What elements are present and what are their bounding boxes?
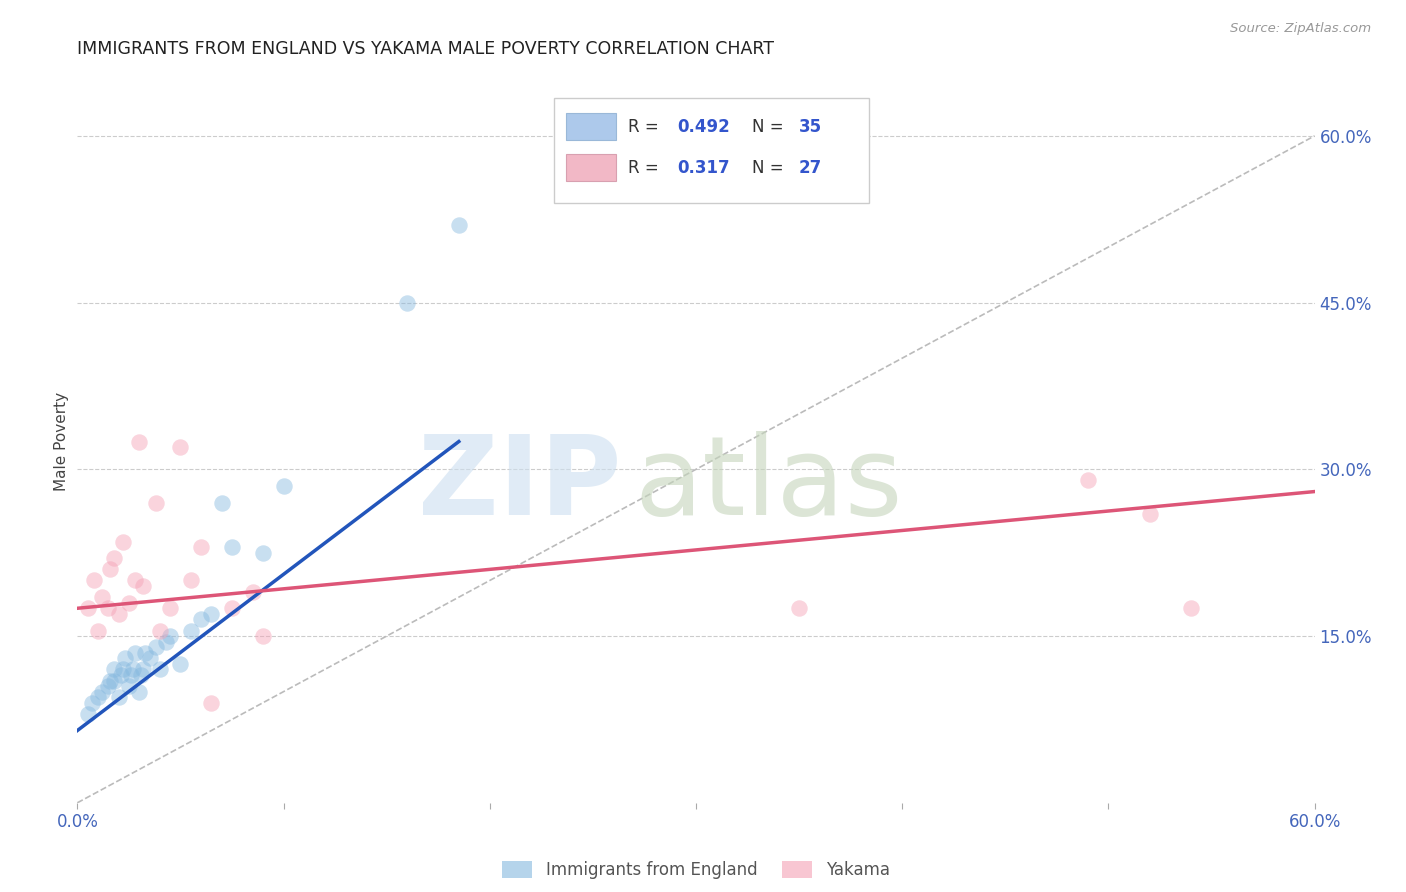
Point <box>122 662 145 676</box>
Point <box>91 590 114 604</box>
Point <box>447 218 470 232</box>
Point <box>396 295 419 310</box>
Text: 35: 35 <box>799 118 821 136</box>
Point <box>128 684 150 698</box>
FancyBboxPatch shape <box>567 112 616 140</box>
Point <box>83 574 105 588</box>
Point <box>97 679 120 693</box>
Point <box>124 574 146 588</box>
FancyBboxPatch shape <box>567 154 616 181</box>
Point <box>107 607 129 621</box>
Text: atlas: atlas <box>634 432 903 539</box>
Point <box>132 579 155 593</box>
Point <box>180 574 202 588</box>
Point <box>103 551 125 566</box>
Point <box>118 596 141 610</box>
Point <box>145 640 167 655</box>
Point <box>200 696 222 710</box>
Point <box>159 601 181 615</box>
Text: N =: N = <box>752 118 789 136</box>
Point <box>111 662 134 676</box>
Point <box>124 646 146 660</box>
Point <box>221 601 243 615</box>
Point <box>190 612 212 626</box>
Point <box>114 651 136 665</box>
Point <box>149 624 172 638</box>
Point <box>169 440 191 454</box>
Point <box>111 534 134 549</box>
Text: N =: N = <box>752 159 789 177</box>
Point <box>76 706 98 721</box>
Point <box>273 479 295 493</box>
Point <box>97 601 120 615</box>
Point <box>145 496 167 510</box>
Point <box>242 584 264 599</box>
Point <box>138 651 160 665</box>
Text: 0.492: 0.492 <box>678 118 730 136</box>
Point <box>87 690 110 705</box>
Text: 0.317: 0.317 <box>678 159 730 177</box>
Point <box>98 673 121 688</box>
Text: IMMIGRANTS FROM ENGLAND VS YAKAMA MALE POVERTY CORRELATION CHART: IMMIGRANTS FROM ENGLAND VS YAKAMA MALE P… <box>77 40 775 58</box>
Point <box>103 673 125 688</box>
Point <box>787 601 810 615</box>
Point <box>132 662 155 676</box>
Point <box>80 696 103 710</box>
Text: Source: ZipAtlas.com: Source: ZipAtlas.com <box>1230 22 1371 36</box>
Text: R =: R = <box>628 159 664 177</box>
Point <box>103 662 125 676</box>
FancyBboxPatch shape <box>554 98 869 203</box>
Point <box>1077 474 1099 488</box>
Text: R =: R = <box>628 118 664 136</box>
Point <box>76 601 98 615</box>
Point <box>120 668 142 682</box>
Point <box>211 496 233 510</box>
Legend: Immigrants from England, Yakama: Immigrants from England, Yakama <box>496 855 896 886</box>
Point <box>1139 507 1161 521</box>
Point <box>221 540 243 554</box>
Point <box>134 646 156 660</box>
Point <box>149 662 172 676</box>
Point <box>110 668 132 682</box>
Text: ZIP: ZIP <box>419 432 621 539</box>
Point <box>98 562 121 576</box>
Point <box>128 434 150 449</box>
Point <box>159 629 181 643</box>
Point <box>252 629 274 643</box>
Point <box>155 634 177 648</box>
Point <box>169 657 191 671</box>
Text: 27: 27 <box>799 159 823 177</box>
Point <box>252 546 274 560</box>
Point <box>91 684 114 698</box>
Point <box>87 624 110 638</box>
Point <box>118 679 141 693</box>
Point <box>180 624 202 638</box>
Point <box>200 607 222 621</box>
Point <box>107 690 129 705</box>
Y-axis label: Male Poverty: Male Poverty <box>53 392 69 491</box>
Point <box>190 540 212 554</box>
Point <box>129 668 152 682</box>
Point <box>1180 601 1202 615</box>
